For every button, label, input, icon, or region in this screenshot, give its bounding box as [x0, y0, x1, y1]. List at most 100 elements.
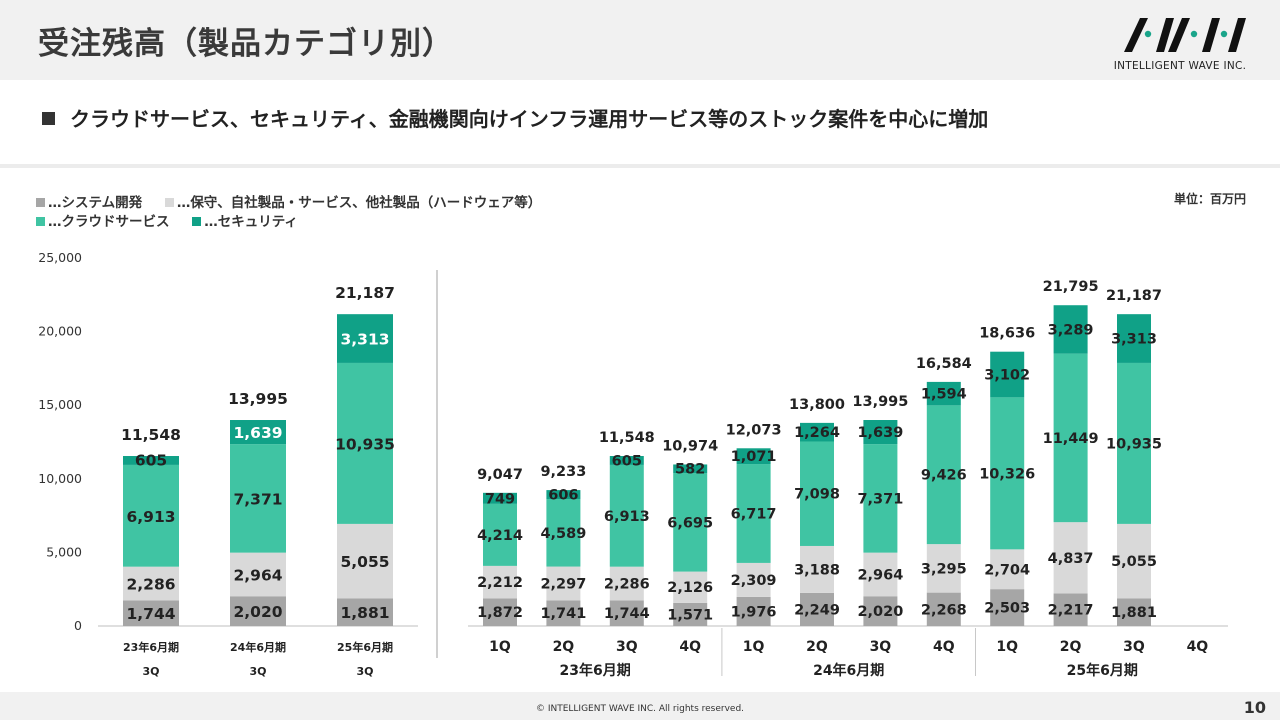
y-tick-label: 0 — [74, 618, 82, 633]
right-bar-segment-cloud — [546, 499, 581, 567]
right-data-label-maintenance: 3,295 — [921, 561, 967, 577]
right-data-label-security: 3,289 — [1048, 322, 1094, 338]
right-data-label-cloud: 6,695 — [667, 515, 713, 531]
right-total-label: 16,584 — [916, 356, 972, 372]
right-data-label-system: 2,217 — [1048, 603, 1094, 619]
right-bar-segment-maintenance — [1117, 523, 1151, 599]
right-data-label-security: 605 — [612, 453, 642, 469]
left-x-category-label: 23年6月期 — [123, 640, 179, 654]
company-logo: INTELLIGENT WAVE INC. — [1110, 12, 1250, 72]
left-data-label-maintenance: 2,286 — [126, 576, 175, 594]
left-x-category-label: 25年6月期 — [337, 640, 393, 654]
left-data-label-security: 605 — [135, 451, 167, 469]
right-data-label-cloud: 11,449 — [1043, 431, 1099, 447]
right-bar-segment-security — [546, 490, 581, 500]
right-data-label-cloud: 9,426 — [921, 468, 967, 484]
right-data-label-security: 749 — [485, 491, 515, 507]
page-title: 受注残高（製品カテゴリ別） — [38, 26, 454, 62]
legend-row-1: …システム開発 …保守、自社製品・サービス、他社製品（ハードウェア等） — [36, 191, 541, 211]
legend-swatch-security — [192, 216, 202, 226]
left-bar-segment-system — [337, 598, 393, 626]
right-bar-segment-cloud — [736, 464, 771, 563]
legend-item-cloud: …クラウドサービス — [36, 214, 170, 230]
right-total-label: 9,047 — [477, 467, 523, 483]
legend-swatch-system — [36, 197, 45, 207]
right-data-label-security: 582 — [675, 462, 705, 478]
right-bar-segment-system — [800, 592, 834, 626]
left-bar-segment-cloud — [337, 362, 393, 524]
legend-swatch-maintenance — [164, 197, 174, 207]
right-total-label: 18,636 — [979, 326, 1035, 342]
right-bar-segment-security — [1053, 305, 1088, 354]
right-bar-segment-cloud — [483, 503, 517, 566]
right-total-label: 13,800 — [789, 397, 845, 413]
right-data-label-maintenance: 2,704 — [984, 562, 1030, 578]
left-data-label-cloud: 6,913 — [126, 508, 175, 526]
page-number: 10 — [1243, 698, 1266, 717]
legend-row-2: …クラウドサービス …セキュリティ — [36, 210, 298, 230]
right-bar-segment-maintenance — [609, 566, 644, 601]
right-total-label: 21,187 — [1106, 288, 1162, 304]
subtitle: クラウドサービス、セキュリティ、金融機関向けインフラ運用サービス等のストック案件… — [70, 107, 989, 131]
right-data-label-maintenance: 3,188 — [794, 562, 840, 578]
left-x-sublabel: 3Q — [142, 665, 159, 678]
legend-item-security: …セキュリティ — [192, 214, 298, 230]
left-x-category-label: 24年6月期 — [230, 640, 286, 654]
legend-item-system: …システム開発 — [36, 195, 142, 211]
right-data-label-system: 1,976 — [731, 604, 777, 620]
right-data-label-cloud: 6,717 — [731, 506, 777, 522]
right-bar-segment-security — [609, 456, 644, 465]
right-data-label-system: 1,881 — [1111, 605, 1157, 621]
left-total-label: 11,548 — [121, 426, 181, 444]
left-bar-segment-system — [123, 600, 179, 626]
right-data-label-system: 1,571 — [667, 607, 713, 623]
right-bar-segment-maintenance — [800, 545, 834, 593]
right-x-quarter-label: 1Q — [489, 639, 511, 655]
right-data-label-maintenance: 2,964 — [857, 567, 903, 583]
right-bar-segment-maintenance — [673, 571, 708, 603]
right-data-label-cloud: 4,589 — [540, 526, 586, 542]
right-bar-segment-system — [1117, 598, 1151, 626]
legend-item-maintenance: …保守、自社製品・サービス、他社製品（ハードウェア等） — [164, 195, 541, 211]
right-bar-segment-maintenance — [990, 549, 1025, 590]
right-data-label-security: 606 — [548, 488, 578, 504]
right-x-quarter-label: 2Q — [553, 639, 575, 655]
right-bar-segment-cloud — [863, 444, 898, 553]
left-total-label: 13,995 — [228, 390, 288, 408]
left-bar-segment-security — [337, 314, 393, 363]
left-bar-segment-cloud — [230, 444, 286, 553]
right-bar-segment-system — [546, 600, 581, 626]
right-group-label: 24年6月期 — [813, 662, 884, 679]
right-bar-segment-security — [863, 420, 898, 445]
y-tick-label: 10,000 — [38, 471, 82, 486]
left-bar-segment-maintenance — [123, 566, 179, 601]
right-data-label-maintenance: 5,055 — [1111, 554, 1157, 570]
right-total-label: 12,073 — [726, 422, 782, 438]
right-x-quarter-label: 4Q — [1187, 639, 1209, 655]
left-data-label-maintenance: 2,964 — [233, 566, 282, 584]
left-bar-segment-cloud — [123, 464, 179, 567]
right-data-label-security: 1,071 — [731, 449, 777, 465]
copyright: © INTELLIGENT WAVE INC. All rights reser… — [535, 704, 745, 714]
right-data-label-maintenance: 2,126 — [667, 580, 713, 596]
legend-swatch-cloud — [36, 216, 45, 226]
right-bar-segment-system — [926, 592, 961, 626]
right-x-quarter-label: 2Q — [1060, 639, 1082, 655]
right-bar-segment-system — [483, 598, 517, 626]
right-bar-segment-system — [863, 596, 898, 626]
right-bar-segment-system — [673, 602, 708, 626]
left-bar-segment-maintenance — [337, 523, 393, 599]
right-data-label-maintenance: 2,286 — [604, 577, 650, 593]
right-data-label-system: 2,249 — [794, 602, 840, 618]
right-data-label-security: 1,639 — [857, 425, 903, 441]
right-bar-segment-security — [673, 464, 708, 474]
right-bar-segment-security — [1117, 314, 1151, 363]
right-data-label-cloud: 7,098 — [794, 487, 840, 503]
right-x-quarter-label: 3Q — [616, 639, 638, 655]
right-data-label-security: 3,313 — [1111, 332, 1157, 348]
left-x-sublabel: 3Q — [356, 665, 373, 678]
right-data-label-system: 2,503 — [984, 601, 1030, 617]
right-x-quarter-label: 4Q — [933, 639, 955, 655]
left-data-label-system: 1,881 — [340, 604, 389, 622]
right-x-quarter-label: 1Q — [996, 639, 1018, 655]
